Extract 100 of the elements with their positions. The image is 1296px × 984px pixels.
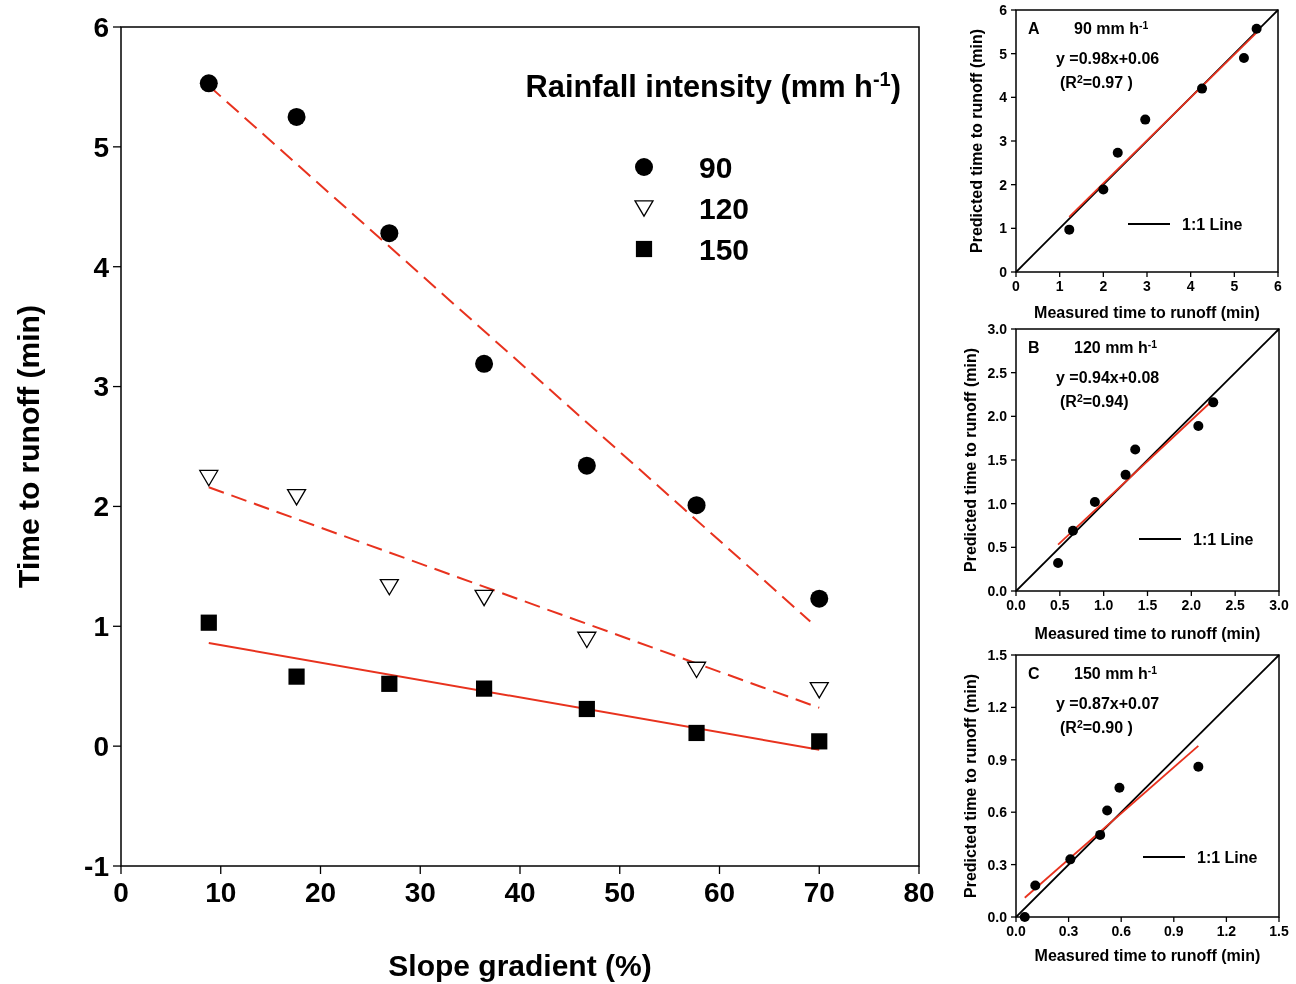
point <box>1102 805 1113 816</box>
y-axis-title: Predicted time to runoff (min) <box>968 29 985 253</box>
y-tick-label: 0.0 <box>987 908 1008 925</box>
x-tick-label: 6 <box>1274 278 1283 294</box>
point <box>1098 184 1109 195</box>
point <box>688 724 705 742</box>
point <box>1120 469 1131 480</box>
annotation: 150 mm h$^{-1}$ <box>1074 664 1158 682</box>
x-tick-label: 4 <box>1186 278 1195 294</box>
point <box>1067 525 1078 536</box>
x-tick-label: 0 <box>113 877 129 908</box>
point <box>380 224 399 243</box>
point <box>1193 761 1204 772</box>
y-tick-label: 2.5 <box>987 364 1008 381</box>
y-tick-label: 2.0 <box>987 408 1008 425</box>
y-tick-label: 0.9 <box>987 751 1008 768</box>
y-tick-label: -1 <box>84 850 109 882</box>
annotation: B <box>1028 339 1040 356</box>
annotation: y =0.98x+0.06 <box>1056 50 1160 67</box>
legend-label: 90 <box>699 150 733 184</box>
annotation: 120 mm h$^{-1}$ <box>1074 338 1158 356</box>
point <box>287 107 306 126</box>
point <box>381 675 398 692</box>
x-axis-title: Slope gradient (%) <box>388 949 652 982</box>
y-tick-label: 1 <box>999 220 1008 237</box>
y-tick-label: 0.5 <box>987 539 1008 556</box>
y-tick-label: 1.5 <box>987 646 1008 663</box>
point <box>1193 420 1204 431</box>
x-tick-label: 1.5 <box>1137 597 1158 613</box>
legend-label: 1:1 Line <box>1193 530 1254 548</box>
point <box>1140 114 1151 125</box>
x-tick-label: 0 <box>1012 278 1021 294</box>
point <box>475 354 494 373</box>
point <box>811 733 828 750</box>
point <box>474 589 494 607</box>
x-tick-label: 3 <box>1143 278 1152 294</box>
point <box>1053 558 1064 569</box>
annotation: (R$^{2}$=0.94) <box>1060 392 1129 410</box>
y-tick-label: 3.0 <box>987 320 1008 337</box>
x-tick-label: 1.5 <box>1269 923 1289 939</box>
y-tick-label: 1.5 <box>987 451 1008 468</box>
x-tick-label: 10 <box>205 877 237 908</box>
x-tick-label: 2.5 <box>1225 597 1246 613</box>
y-tick-label: 0 <box>999 263 1008 280</box>
y-tick-label: 0.0 <box>987 582 1008 599</box>
y-tick-label: 6 <box>999 1 1008 18</box>
legend-label: 150 <box>699 232 750 266</box>
x-tick-label: 3.0 <box>1269 597 1289 613</box>
x-tick-label: 0.5 <box>1050 597 1070 613</box>
x-tick-label: 2 <box>1099 278 1108 294</box>
x-tick-label: 20 <box>304 877 337 908</box>
y-tick-label: 4 <box>999 89 1008 106</box>
y-tick-label: 0.6 <box>987 804 1008 821</box>
point <box>809 681 829 699</box>
point <box>199 74 218 93</box>
x-tick-label: 2.0 <box>1181 597 1202 613</box>
x-tick-label: 1.0 <box>1093 597 1114 613</box>
x-tick-label: 70 <box>803 877 835 908</box>
point <box>200 614 217 631</box>
point <box>379 578 399 596</box>
point <box>475 680 493 697</box>
y-tick-label: 0 <box>93 730 109 762</box>
legend-label: 1:1 Line <box>1197 848 1258 866</box>
point <box>578 700 595 718</box>
x-tick-label: 80 <box>903 877 935 908</box>
annotation: A <box>1028 20 1040 37</box>
y-axis-title: Time to runoff (min) <box>12 305 45 588</box>
y-tick-label: 1.0 <box>987 495 1008 512</box>
x-tick-label: 5 <box>1230 278 1239 294</box>
y-tick-label: 6 <box>93 11 109 43</box>
point <box>286 488 307 506</box>
y-tick-label: 5 <box>93 131 109 163</box>
annotation: y =0.94x+0.08 <box>1056 369 1160 386</box>
y-tick-label: 3 <box>93 371 109 403</box>
x-axis-title: Measured time to runoff (min) <box>1034 625 1261 642</box>
x-tick-label: 50 <box>604 877 636 908</box>
annotation: (R$^{2}$=0.90 ) <box>1060 718 1133 736</box>
x-tick-label: 40 <box>504 877 536 908</box>
y-tick-label: 3 <box>999 132 1008 149</box>
y-tick-label: 2 <box>999 176 1008 193</box>
point <box>1065 854 1076 865</box>
point <box>1251 23 1262 34</box>
x-tick-label: 0.6 <box>1111 923 1132 939</box>
legend-label: 120 <box>699 191 750 225</box>
x-tick-label: 0.3 <box>1058 923 1079 939</box>
point <box>1064 224 1075 235</box>
point <box>1089 496 1100 507</box>
y-axis-title: Predicted time to runoff (min) <box>962 674 979 898</box>
point <box>1197 83 1208 94</box>
point <box>1114 782 1125 793</box>
y-tick-label: 1.2 <box>987 699 1008 716</box>
point <box>288 668 305 685</box>
point <box>1030 880 1041 891</box>
annotation: y =0.87x+0.07 <box>1056 695 1160 712</box>
x-axis-title: Measured time to runoff (min) <box>1034 947 1261 964</box>
x-axis-title: Measured time to runoff (min) <box>1034 304 1260 321</box>
y-tick-label: 5 <box>999 45 1008 62</box>
legend-title: Rainfall intensity (mm h$^{-1}$) <box>525 68 901 104</box>
annotation: (R$^{2}$=0.97 ) <box>1060 73 1133 91</box>
y-axis-title: Predicted time to runoff (min) <box>962 348 979 572</box>
